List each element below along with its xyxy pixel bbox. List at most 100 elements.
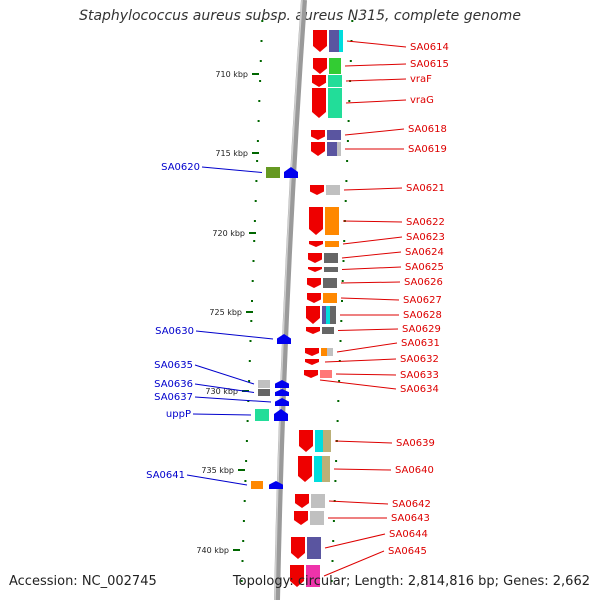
gene-arrow-sa0645 xyxy=(290,565,304,587)
label-leader xyxy=(337,328,399,331)
label-leader xyxy=(344,128,405,136)
label-leader xyxy=(335,373,397,376)
label-leader xyxy=(186,474,248,486)
domain-block xyxy=(258,380,270,388)
label-leader xyxy=(342,236,403,245)
label-leader xyxy=(194,364,255,385)
gene-label-sa0630: SA0630 xyxy=(155,326,194,337)
domain-block xyxy=(266,167,280,178)
gene-label-vraf: vraF xyxy=(410,74,432,85)
guide-dot-outer xyxy=(348,100,351,102)
guide-dot-inner xyxy=(261,20,264,22)
scale-tick-label: 725 kbp xyxy=(209,308,242,317)
domain-block xyxy=(323,278,337,288)
gene-label-sa0626: SA0626 xyxy=(404,277,443,288)
guide-dot-inner xyxy=(255,180,258,182)
domain-block xyxy=(337,142,341,156)
label-leader xyxy=(343,187,403,191)
gene-arrow-sa0627 xyxy=(307,293,321,303)
label-leader xyxy=(195,330,274,340)
gene-label-sa0637: SA0637 xyxy=(154,392,193,403)
label-leader xyxy=(323,550,385,577)
guide-dot-outer xyxy=(337,400,340,402)
guide-dot-inner xyxy=(249,340,252,342)
gene-label-sa0619: SA0619 xyxy=(408,144,447,155)
label-leader xyxy=(342,220,403,223)
guide-dot-inner xyxy=(251,300,253,302)
guide-dot-inner xyxy=(243,500,246,502)
gene-label-sa0633: SA0633 xyxy=(400,370,439,381)
gene-label-sa0632: SA0632 xyxy=(400,354,439,365)
domain-block xyxy=(251,481,263,489)
guide-dot-inner xyxy=(248,360,251,362)
label-leader xyxy=(336,342,398,353)
guide-dot-inner xyxy=(259,60,262,62)
guide-dot-outer xyxy=(330,580,333,582)
guide-dot-outer xyxy=(345,180,348,182)
guide-dot-outer xyxy=(334,480,337,482)
guide-dot-outer xyxy=(349,60,352,62)
label-leader xyxy=(194,396,272,403)
gene-arrow-sa0636 xyxy=(275,389,289,396)
guide-dot-inner xyxy=(241,560,244,562)
domain-block xyxy=(326,306,330,324)
guide-dot-inner xyxy=(253,220,256,222)
label-leader xyxy=(328,500,389,505)
gene-arrow-sa0624 xyxy=(308,253,322,263)
guide-dot-outer xyxy=(335,460,338,462)
backbone-highlight xyxy=(274,0,303,600)
gene-label-sa0642: SA0642 xyxy=(392,499,431,510)
label-leader xyxy=(340,297,400,301)
gene-label-sa0620: SA0620 xyxy=(161,162,200,173)
gene-label-sa0639: SA0639 xyxy=(396,438,435,449)
domain-block xyxy=(321,348,327,356)
guide-dot-inner xyxy=(260,40,263,42)
gene-label-sa0641: SA0641 xyxy=(146,470,185,481)
scale-tick-label: 740 kbp xyxy=(196,546,229,555)
gene-arrow-sa0631 xyxy=(305,348,319,356)
guide-dot-inner xyxy=(252,260,255,262)
domain-block xyxy=(323,293,337,303)
guide-dot-inner xyxy=(258,100,261,102)
guide-dot-outer xyxy=(344,200,347,202)
gene-arrow-vrag xyxy=(312,88,326,118)
label-leader xyxy=(201,166,263,173)
gene-label-vrag: vraG xyxy=(410,95,434,106)
gene-arrow-sa0644 xyxy=(291,537,305,559)
guide-dot-inner xyxy=(242,520,245,522)
backbone-arc xyxy=(274,0,307,600)
label-leader xyxy=(324,533,386,549)
domain-block xyxy=(330,306,336,324)
guide-dot-outer xyxy=(347,120,350,122)
guide-dot-inner xyxy=(259,80,262,82)
domain-block xyxy=(311,494,325,508)
label-leader xyxy=(341,251,402,259)
domain-block xyxy=(306,565,320,587)
gene-arrow-sa0630 xyxy=(277,334,291,344)
guide-dot-outer xyxy=(342,260,345,262)
label-leader xyxy=(319,379,397,390)
gene-label-uppp: uppP xyxy=(166,409,191,420)
gene-arrow-sa0642 xyxy=(295,494,309,508)
guide-dot-inner xyxy=(245,440,248,442)
gene-arrow-sa0614 xyxy=(313,30,327,52)
guide-dot-outer xyxy=(338,380,341,382)
gene-label-sa0623: SA0623 xyxy=(406,232,445,243)
guide-dot-inner xyxy=(257,120,260,122)
gene-arrow-sa0626 xyxy=(307,278,321,288)
guide-dot-inner xyxy=(244,480,247,482)
label-leader xyxy=(341,266,402,270)
guide-dot-outer xyxy=(332,520,335,522)
label-leader xyxy=(192,413,252,416)
gene-arrow-sa0621 xyxy=(310,185,324,195)
gene-arrow-sa0619 xyxy=(311,142,325,156)
genome-summary: Topology: circular; Length: 2,814,816 bp… xyxy=(232,574,590,589)
guide-dot-outer xyxy=(341,300,343,302)
label-leader xyxy=(345,78,407,82)
label-leader xyxy=(346,40,407,48)
gene-arrow-sa0643 xyxy=(294,511,308,525)
domain-block xyxy=(258,389,270,396)
gene-label-sa0644: SA0644 xyxy=(389,529,428,540)
label-leader xyxy=(345,99,407,104)
scale-tick-label: 710 kbp xyxy=(215,70,248,79)
